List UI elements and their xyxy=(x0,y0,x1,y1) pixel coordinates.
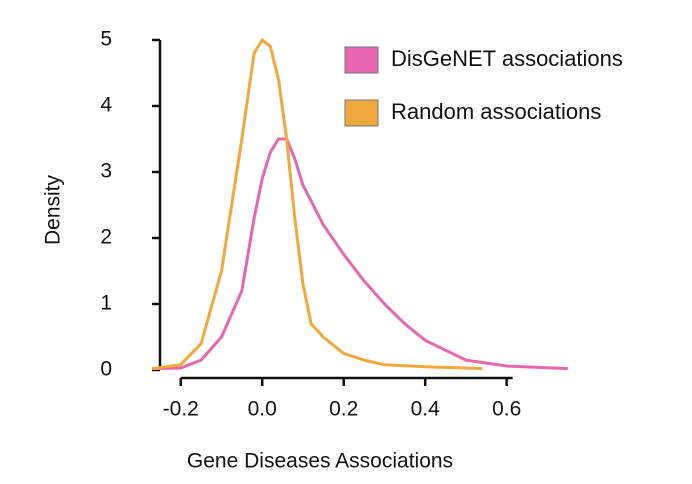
y-tick-label: 3 xyxy=(100,160,112,183)
x-tick-label: 0.4 xyxy=(411,398,441,421)
legend-swatch xyxy=(344,99,379,127)
x-tick-label: 0.0 xyxy=(248,398,277,421)
y-tick-label: 2 xyxy=(100,226,112,249)
y-tick-label: 0 xyxy=(100,358,112,381)
x-tick-label: 0.2 xyxy=(329,398,358,421)
legend-swatch xyxy=(344,46,379,74)
x-tick-label: 0.6 xyxy=(492,398,521,421)
x-axis-label: Gene Diseases Associations xyxy=(187,450,453,473)
y-tick-label: 4 xyxy=(100,94,112,117)
y-tick-label: 5 xyxy=(100,28,112,51)
density-line xyxy=(152,137,568,371)
y-axis-label: Density xyxy=(42,174,65,245)
density-line xyxy=(152,38,483,371)
legend-label: DisGeNET associations xyxy=(391,46,623,71)
x-tick-label: -0.2 xyxy=(163,398,199,421)
y-tick-label: 1 xyxy=(100,292,112,315)
legend-label: Random associations xyxy=(391,99,601,124)
